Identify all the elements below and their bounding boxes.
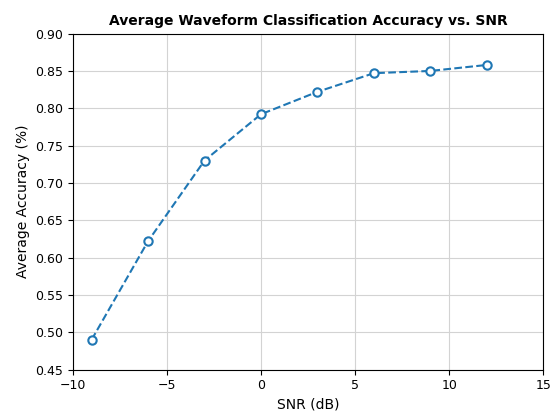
Title: Average Waveform Classification Accuracy vs. SNR: Average Waveform Classification Accuracy… bbox=[109, 14, 507, 28]
Y-axis label: Average Accuracy (%): Average Accuracy (%) bbox=[16, 125, 30, 278]
X-axis label: SNR (dB): SNR (dB) bbox=[277, 398, 339, 412]
